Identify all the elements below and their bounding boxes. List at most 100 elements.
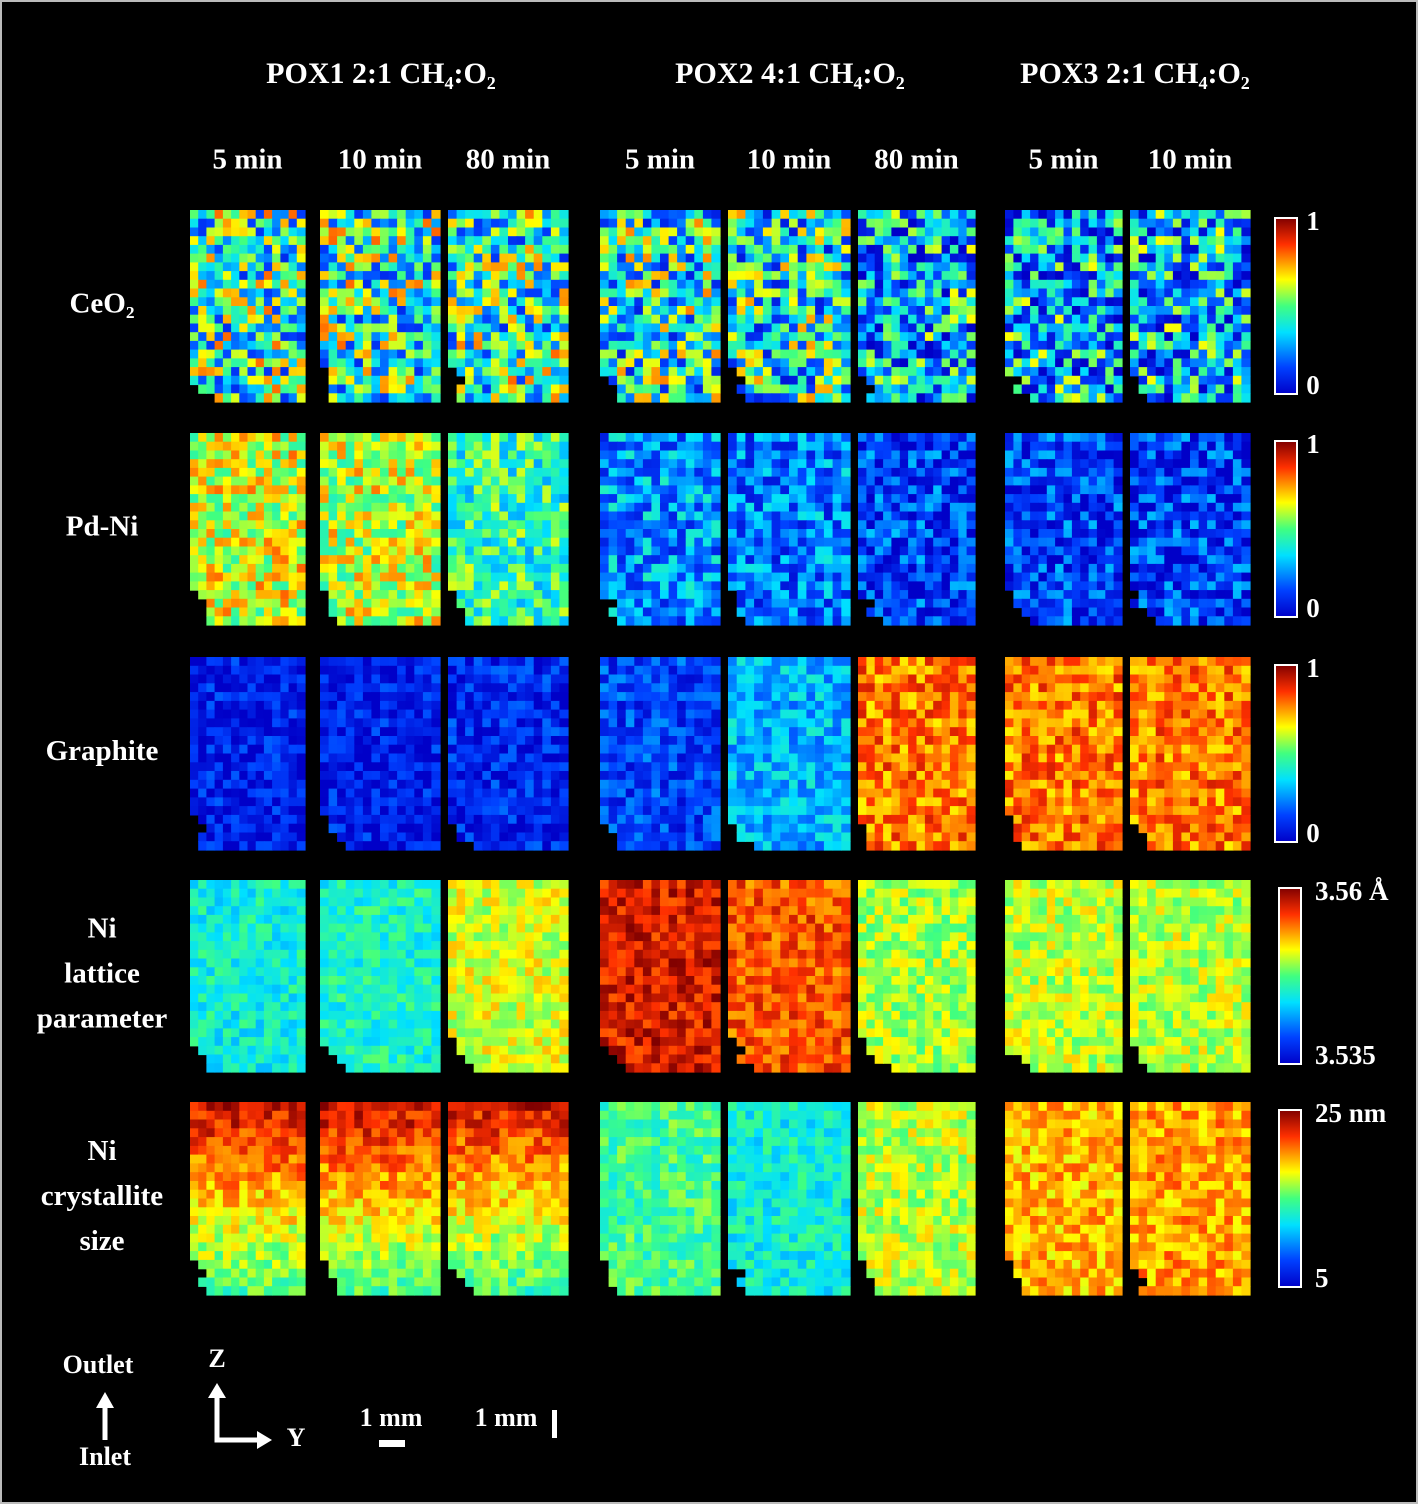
map-cell xyxy=(397,253,407,263)
map-cell xyxy=(1224,253,1234,263)
map-cell xyxy=(625,236,635,246)
map-cell xyxy=(288,358,298,368)
map-cell xyxy=(362,511,373,521)
map-cell xyxy=(941,340,951,351)
map-cell xyxy=(337,210,347,220)
map-cell xyxy=(1105,476,1115,486)
map-cell xyxy=(247,271,257,281)
map-cell xyxy=(1198,520,1208,530)
map-cell xyxy=(1071,598,1081,609)
map-cell xyxy=(1181,485,1191,495)
map-cell xyxy=(1198,607,1208,617)
map-cell xyxy=(214,253,224,263)
map-cell xyxy=(1207,297,1217,307)
map-cell xyxy=(516,581,526,591)
map-cell xyxy=(966,384,976,394)
map-cell xyxy=(617,581,627,591)
map-cell xyxy=(694,572,704,582)
map-cell xyxy=(214,520,224,530)
map-cell xyxy=(280,314,290,324)
map-cell xyxy=(600,297,610,307)
map-cell xyxy=(668,607,678,617)
map-cell xyxy=(198,485,207,495)
map-cell xyxy=(797,450,807,460)
map-cell xyxy=(1172,367,1183,377)
map-cell xyxy=(1130,537,1140,547)
map-cell xyxy=(542,467,552,478)
map-cell xyxy=(1080,494,1090,504)
map-cell xyxy=(214,683,224,693)
map-cell xyxy=(608,494,618,504)
map-cell xyxy=(328,271,338,281)
map-cell xyxy=(247,244,257,255)
map-cell xyxy=(1172,502,1183,513)
map-cell xyxy=(337,375,347,386)
map-cell xyxy=(1215,537,1225,547)
map-cell xyxy=(933,236,943,246)
map-cell xyxy=(1021,537,1031,547)
map-cell xyxy=(634,358,644,368)
map-cell xyxy=(1172,253,1183,263)
map-cell xyxy=(815,572,825,582)
map-cell xyxy=(908,210,918,220)
map-cell xyxy=(891,253,901,263)
map-cell xyxy=(1155,288,1165,298)
map-cell xyxy=(508,433,518,443)
map-cell xyxy=(499,393,509,403)
map-cell xyxy=(190,297,199,307)
map-cell xyxy=(745,511,755,521)
map-cell xyxy=(296,590,306,600)
map-cell xyxy=(1080,210,1090,220)
map-cell xyxy=(966,537,976,547)
map-cell xyxy=(677,433,687,443)
map-cell xyxy=(941,616,951,626)
map-cell xyxy=(239,459,249,469)
map-cell xyxy=(617,297,627,307)
map-cell xyxy=(362,598,373,609)
map-cell xyxy=(288,367,298,377)
map-cell xyxy=(380,314,390,324)
map-cell xyxy=(559,279,569,290)
map-cell xyxy=(362,375,373,386)
map-cell xyxy=(1207,598,1217,609)
map-cell xyxy=(966,485,976,495)
map-cell xyxy=(789,262,799,272)
map-cell xyxy=(625,572,635,582)
map-cell xyxy=(414,349,424,359)
map-cell xyxy=(414,529,424,539)
map-cell xyxy=(711,218,721,228)
map-cell xyxy=(337,393,347,403)
map-cell xyxy=(651,581,661,591)
map-cell xyxy=(1071,529,1081,539)
map-cell xyxy=(1021,279,1031,290)
map-cell xyxy=(280,236,290,246)
map-cell xyxy=(1113,450,1123,460)
map-cell xyxy=(1046,520,1056,530)
map-cell xyxy=(288,744,298,755)
map-cell xyxy=(668,271,678,281)
map-cell xyxy=(949,598,959,609)
map-cell xyxy=(1155,323,1165,333)
map-cell xyxy=(499,358,509,368)
map-cell xyxy=(949,433,959,443)
map-cell xyxy=(354,598,364,609)
map-cell xyxy=(1046,218,1056,228)
map-cell xyxy=(405,358,415,368)
map-cell xyxy=(966,494,976,504)
map-cell xyxy=(516,323,526,333)
map-cell xyxy=(1063,297,1073,307)
map-cell xyxy=(431,393,441,403)
map-cell xyxy=(771,236,781,246)
map-cell xyxy=(832,323,842,333)
map-cell xyxy=(1181,340,1191,351)
map-cell xyxy=(206,358,216,368)
map-cell xyxy=(280,340,290,351)
map-cell xyxy=(431,236,441,246)
map-cell xyxy=(247,727,257,737)
map-cell xyxy=(414,323,424,333)
map-cell xyxy=(337,520,347,530)
map-cell xyxy=(754,572,764,582)
map-cell xyxy=(255,340,265,351)
map-cell xyxy=(1055,210,1065,220)
map-cell xyxy=(482,227,492,237)
